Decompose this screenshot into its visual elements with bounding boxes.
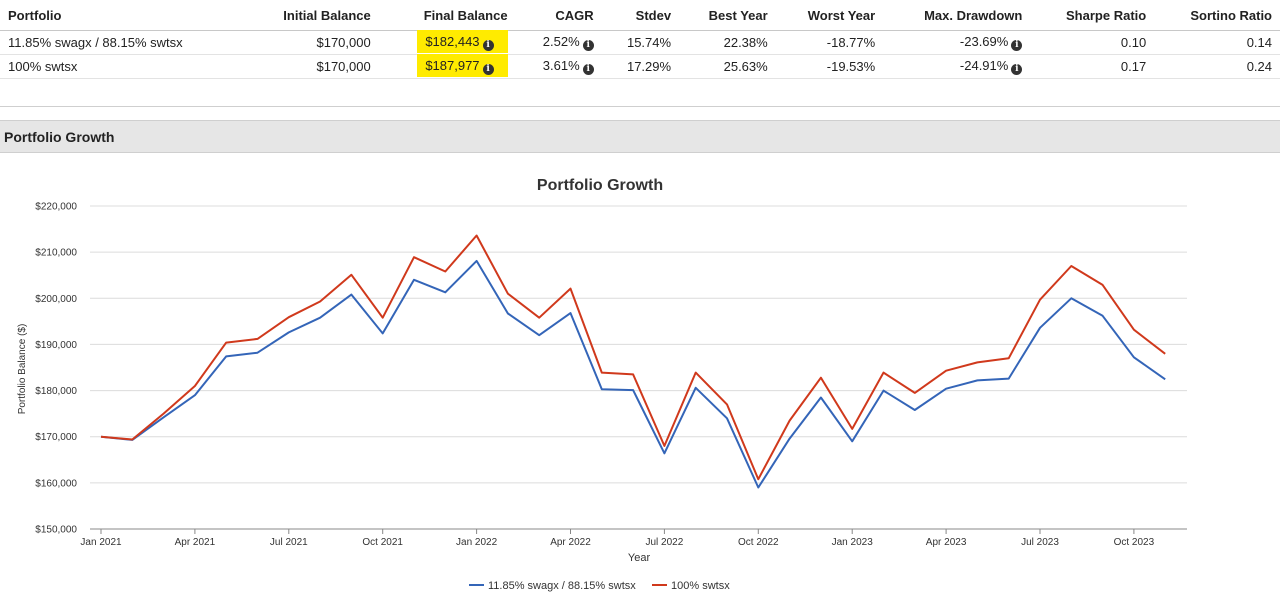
x-tick-label: Apr 2021 xyxy=(175,537,216,548)
section-header: Portfolio Growth xyxy=(0,120,1280,153)
series-line-2 xyxy=(100,234,1166,481)
y-tick-label: $200,000 xyxy=(35,294,77,305)
x-tick-label: Jul 2023 xyxy=(1021,537,1059,548)
x-tick-label: Oct 2021 xyxy=(362,537,403,548)
final-balance-value: $187,977 xyxy=(425,58,480,73)
x-tick-label: Jan 2021 xyxy=(80,537,122,548)
chart-grid xyxy=(90,205,1187,530)
y-tick-label: $220,000 xyxy=(35,202,77,213)
cell-sortino: 0.14 xyxy=(1154,30,1280,55)
x-tick-label: Oct 2023 xyxy=(1114,537,1155,548)
x-tick-label: Oct 2022 xyxy=(738,537,779,548)
cell-sortino: 0.24 xyxy=(1154,54,1280,79)
info-icon[interactable]: i xyxy=(1011,64,1023,75)
cell-worst-year: -18.77% xyxy=(775,30,884,55)
drawdown-value: -23.69% xyxy=(959,34,1009,49)
x-tick-label: Jan 2022 xyxy=(456,537,498,548)
col-worst-year[interactable]: Worst Year xyxy=(775,0,884,31)
y-axis-label: Portfolio Balance ($) xyxy=(17,324,28,415)
cell-final: $187,977 i xyxy=(378,54,516,79)
col-max-drawdown[interactable]: Max. Drawdown xyxy=(883,0,1031,31)
x-tick-label: Apr 2023 xyxy=(926,537,967,548)
cell-sharpe: 0.10 xyxy=(1030,30,1155,55)
chart-legend[interactable]: 11.85% swagx / 88.15% swtsx 100% swtsx xyxy=(469,580,730,592)
cell-initial: $170,000 xyxy=(245,54,379,79)
x-tick-label: Apr 2022 xyxy=(550,537,591,548)
cell-stdev: 15.74% xyxy=(601,30,680,55)
x-axis-ticks: Jan 2021 Apr 2021 Jul 2021 Oct 2021 Jan 2022… xyxy=(80,529,1155,548)
cell-initial: $170,000 xyxy=(245,30,379,55)
portfolio-growth-chart: Portfolio Growth $150,000 $160,000 $170,00… xyxy=(17,177,1187,592)
cell-worst-year: -19.53% xyxy=(775,54,884,79)
col-initial-balance[interactable]: Initial Balance xyxy=(245,0,379,31)
x-tick-label: Jul 2022 xyxy=(645,537,683,548)
col-final-balance[interactable]: Final Balance xyxy=(378,0,516,31)
info-icon[interactable]: i xyxy=(482,64,494,75)
cagr-value: 3.61% xyxy=(542,58,580,73)
x-tick-label: Jan 2023 xyxy=(832,537,874,548)
cell-cagr: 2.52% i xyxy=(515,30,602,55)
info-icon[interactable]: i xyxy=(1011,40,1023,51)
info-icon[interactable]: i xyxy=(482,40,494,51)
y-tick-label: $190,000 xyxy=(35,340,77,351)
final-balance-value: $182,443 xyxy=(425,34,480,49)
summary-table: Portfolio Initial Balance Final Balance … xyxy=(0,0,1280,79)
chart-series xyxy=(100,234,1166,489)
col-sharpe-ratio[interactable]: Sharpe Ratio xyxy=(1030,0,1155,31)
table-row: 100% swtsx $170,000 $187,977 i 3.61% i 17.… xyxy=(0,54,1280,79)
cell-best-year: 22.38% xyxy=(679,30,776,55)
info-icon[interactable]: i xyxy=(582,64,594,75)
chart-title: Portfolio Growth xyxy=(537,177,663,194)
y-axis-ticks: $150,000 $160,000 $170,000 $180,000 $190,000… xyxy=(35,202,77,536)
y-tick-label: $160,000 xyxy=(35,478,77,489)
drawdown-value: -24.91% xyxy=(959,58,1009,73)
x-tick-label: Jul 2021 xyxy=(270,537,308,548)
cell-cagr: 3.61% i xyxy=(515,54,602,79)
section-divider xyxy=(0,106,1280,107)
y-tick-label: $170,000 xyxy=(35,432,77,443)
col-portfolio[interactable]: Portfolio xyxy=(0,0,246,31)
col-sortino-ratio[interactable]: Sortino Ratio xyxy=(1154,0,1280,31)
y-tick-label: $150,000 xyxy=(35,525,77,536)
cell-sharpe: 0.17 xyxy=(1030,54,1155,79)
col-stdev[interactable]: Stdev xyxy=(601,0,680,31)
table-row: 11.85% swagx / 88.15% swtsx $170,000 $18… xyxy=(0,30,1280,55)
series-line-1 xyxy=(100,259,1166,489)
final-balance-highlight: $182,443 i xyxy=(417,30,508,53)
legend-label[interactable]: 100% swtsx xyxy=(671,580,730,592)
y-tick-label: $180,000 xyxy=(35,386,77,397)
x-axis-label: Year xyxy=(628,552,651,564)
table-header-row: Portfolio Initial Balance Final Balance … xyxy=(0,0,1280,31)
y-tick-label: $210,000 xyxy=(35,248,77,259)
cell-stdev: 17.29% xyxy=(601,54,680,79)
cagr-value: 2.52% xyxy=(542,34,580,49)
cell-final: $182,443 i xyxy=(378,30,516,55)
cell-drawdown: -24.91% i xyxy=(883,54,1031,79)
cell-portfolio: 11.85% swagx / 88.15% swtsx xyxy=(0,30,246,55)
info-icon[interactable]: i xyxy=(582,40,594,51)
legend-label[interactable]: 11.85% swagx / 88.15% swtsx xyxy=(488,580,636,592)
col-cagr[interactable]: CAGR xyxy=(515,0,602,31)
cell-drawdown: -23.69% i xyxy=(883,30,1031,55)
cell-portfolio: 100% swtsx xyxy=(0,54,246,79)
col-best-year[interactable]: Best Year xyxy=(679,0,776,31)
cell-best-year: 25.63% xyxy=(679,54,776,79)
final-balance-highlight: $187,977 i xyxy=(417,54,508,77)
